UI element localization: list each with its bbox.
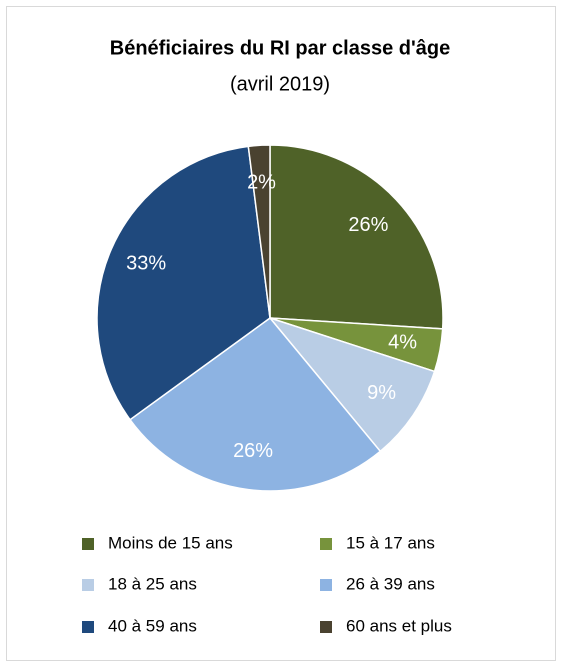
pie-slice xyxy=(267,316,436,453)
legend-swatch xyxy=(82,538,94,550)
legend-label: Moins de 15 ans xyxy=(108,533,233,552)
data-label: 4% xyxy=(388,332,417,354)
pie-slice xyxy=(128,316,382,492)
data-label: 33% xyxy=(126,253,166,275)
legend-swatch xyxy=(320,579,332,591)
data-label: 9% xyxy=(367,382,396,404)
data-label: 26% xyxy=(348,214,388,236)
legend-label: 60 ans et plus xyxy=(346,616,452,635)
chart-subtitle: (avril 2019) xyxy=(230,73,330,95)
legend-swatch xyxy=(320,621,332,633)
legend-swatch xyxy=(82,579,94,591)
legend-label: 40 à 59 ans xyxy=(108,616,197,635)
pie-slice xyxy=(269,144,444,330)
pie-slice xyxy=(247,144,271,319)
chart-title: Bénéficiaires du RI par classe d'âge xyxy=(110,37,450,59)
legend-label: 15 à 17 ans xyxy=(346,533,435,552)
data-label: 26% xyxy=(233,440,273,462)
legend-swatch xyxy=(320,538,332,550)
legend-swatch xyxy=(82,621,94,633)
pie-slice xyxy=(96,145,271,421)
legend-label: 18 à 25 ans xyxy=(108,574,197,593)
data-label: 2% xyxy=(247,172,276,194)
legend-label: 26 à 39 ans xyxy=(346,574,435,593)
